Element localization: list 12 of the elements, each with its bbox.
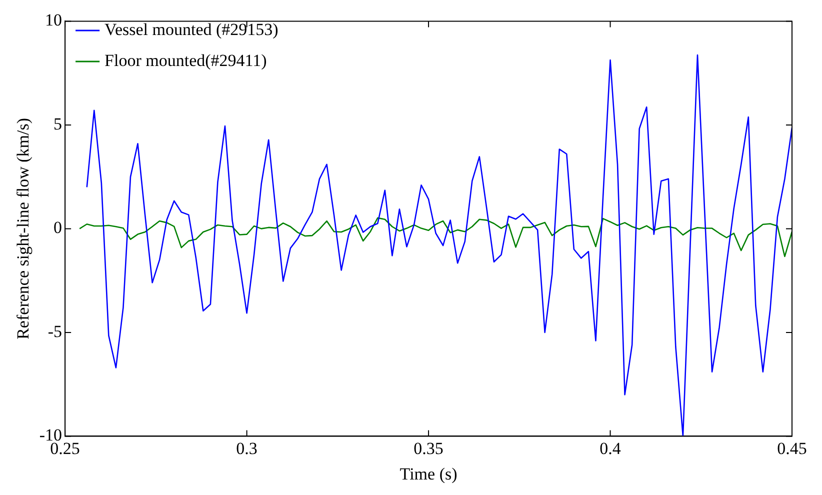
y-tick-label: 0 xyxy=(54,218,62,238)
y-tick-label: -5 xyxy=(48,322,62,341)
y-tick-label: 5 xyxy=(54,114,62,134)
y-axis-title: Reference sight-line flow (km/s) xyxy=(14,118,33,340)
x-tick-label: 0.3 xyxy=(236,438,258,458)
x-tick-label: 0.35 xyxy=(414,438,444,458)
y-tick-label: 10 xyxy=(45,10,62,30)
legend-label: Floor mounted(#29411) xyxy=(104,50,267,70)
x-axis-title: Time (s) xyxy=(400,464,458,484)
legend-label: Vessel mounted (#29153) xyxy=(104,20,278,39)
x-tick-label: 0.45 xyxy=(777,438,807,458)
x-tick-label: 0.4 xyxy=(600,438,622,458)
